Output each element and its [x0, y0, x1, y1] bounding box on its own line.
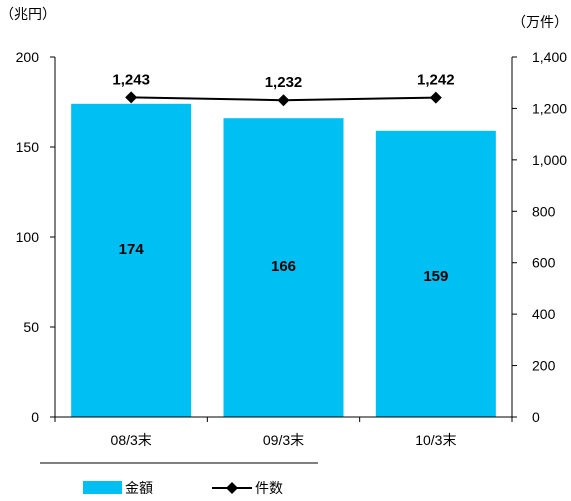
right-axis-tick-label: 0: [532, 409, 540, 425]
axes-group: 0 50 100 150 200 0 200 400 600 800 1,000 1,200 1,400…: [16, 49, 567, 464]
right-axis-tick-label: 400: [532, 306, 556, 322]
bar-series-group: [71, 103, 496, 418]
right-axis-tick-label: 800: [532, 203, 556, 219]
legend: 金額 件数: [83, 480, 283, 496]
bar-08/3末: [71, 103, 192, 418]
bar-data-label: 159: [423, 268, 448, 285]
right-axis-tick-label: 600: [532, 255, 556, 271]
right-axis-tick-label: 1,400: [532, 49, 567, 65]
legend-bar-label: 金額: [125, 480, 153, 496]
left-axis-tick-label: 100: [16, 229, 40, 245]
x-axis-category-label: 09/3末: [263, 432, 304, 448]
line-data-label: 1,243: [112, 71, 150, 88]
x-axis-category-label: 08/3末: [111, 432, 152, 448]
right-axis-tick-label: 1,200: [532, 100, 567, 116]
right-axis-tick-label: 200: [532, 358, 556, 374]
legend-line-label: 件数: [255, 480, 283, 496]
line-point-10/3末: [429, 91, 442, 104]
bar-10/3末: [375, 130, 496, 418]
legend-bar-swatch: [83, 481, 122, 494]
bar-09/3末: [223, 118, 344, 417]
left-axis-tick-label: 150: [16, 139, 40, 155]
x-axis-category-label: 10/3末: [415, 432, 456, 448]
line-series-group: [125, 91, 442, 107]
line-data-label: 1,242: [417, 72, 455, 89]
right-axis-tick-label: 1,000: [532, 152, 567, 168]
left-axis-tick-label: 50: [23, 319, 39, 335]
bar-data-label: 166: [271, 258, 296, 275]
left-axis-tick-label: 200: [16, 49, 40, 65]
left-axis-tick-label: 0: [31, 409, 39, 425]
right-axis-unit-label: （万件）: [512, 14, 568, 30]
line-data-label: 1,232: [265, 74, 303, 91]
data-labels-group: 1,243 1,232 1,242 174 166 159: [112, 71, 454, 285]
line-point-08/3末: [125, 91, 138, 104]
legend-line-marker: [226, 482, 238, 494]
bar-data-label: 174: [119, 241, 145, 258]
left-axis-unit-label: （兆円）: [0, 6, 56, 22]
line-point-09/3末: [277, 94, 290, 107]
